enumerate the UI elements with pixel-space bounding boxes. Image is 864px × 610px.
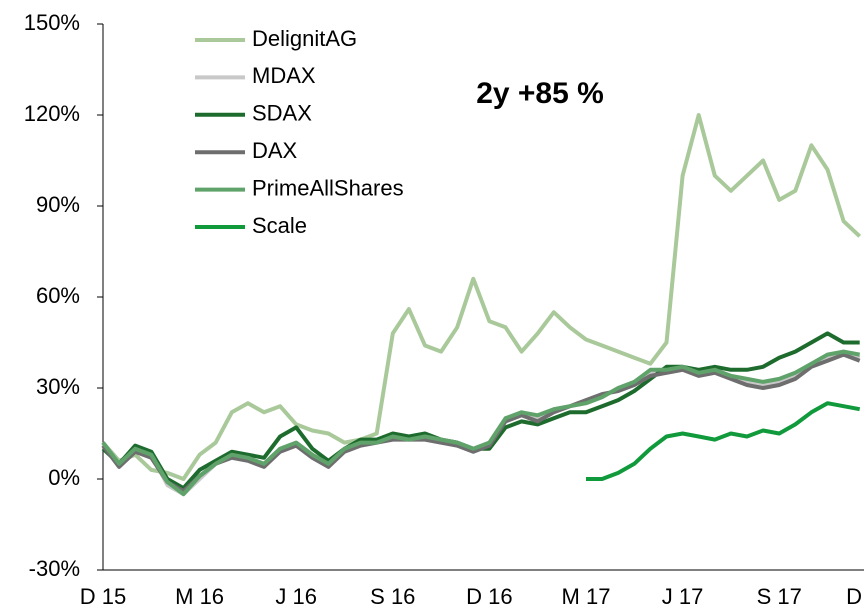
x-tick-label: S 17 [757, 584, 802, 609]
y-tick-label: 0% [48, 465, 80, 490]
legend-label: DAX [252, 138, 298, 163]
annotation: 2y +85 % [476, 77, 604, 110]
legend-label: Scale [252, 213, 307, 238]
series-line [101, 349, 861, 497]
x-tick-label: M 17 [562, 584, 611, 609]
y-tick-label: 90% [36, 192, 80, 217]
x-tick-label: J 16 [275, 584, 317, 609]
x-tick-label: M 16 [175, 584, 224, 609]
y-tick-label: 60% [36, 283, 80, 308]
x-tick-label: S 16 [370, 584, 415, 609]
legend-label: PrimeAllShares [252, 175, 404, 200]
series-line [101, 349, 861, 497]
y-tick-label: 150% [24, 10, 80, 35]
x-tick-label: J 17 [662, 584, 704, 609]
y-tick-label: 30% [36, 374, 80, 399]
x-tick-label: D 16 [466, 584, 512, 609]
series-line [586, 401, 861, 481]
x-tick-label: D 15 [80, 584, 126, 609]
legend-label: MDAX [252, 63, 316, 88]
x-tick-label: D [846, 584, 862, 609]
legend-label: DelignitAG [252, 26, 357, 51]
series-line [101, 352, 861, 494]
y-tick-label: -30% [29, 556, 80, 581]
series-line [101, 113, 862, 481]
legend-label: SDAX [252, 101, 312, 126]
y-tick-label: 120% [24, 101, 80, 126]
